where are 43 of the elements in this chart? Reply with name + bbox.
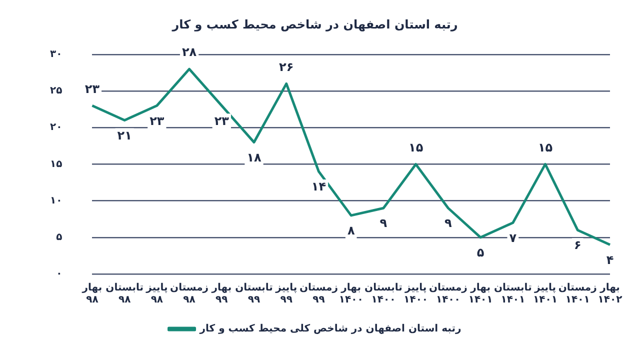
data-label: ۵: [476, 246, 484, 260]
data-label: ۹: [380, 216, 388, 230]
data-label: ۲۶: [279, 60, 294, 74]
x-tick-label: بهار ۱۴۰۰: [338, 282, 364, 306]
x-tick-label: پاییز ۱۴۰۱: [533, 282, 558, 306]
y-tick-label: ۳۰: [50, 48, 62, 60]
data-label: ۶: [574, 238, 582, 252]
data-label: ۲۸: [182, 45, 198, 60]
x-tick-label: بهار ۱۴۰۲: [598, 282, 622, 306]
data-label: ۴: [606, 252, 614, 267]
x-tick-label: زمستان ۹۹: [299, 282, 338, 306]
data-label: ۱۴: [311, 180, 326, 194]
x-tick-label: زمستان ۱۴۰۰: [428, 282, 468, 306]
y-tick-label: ۱۰: [50, 195, 62, 206]
chart-title: رتبه استان اصفهان در شاخص محیط کسب و کار: [171, 17, 458, 32]
x-tick-label: زمستان ۱۴۰۱: [558, 282, 598, 306]
x-tick-label: بهار ۹۸: [81, 282, 102, 306]
x-tick-label: بهار ۱۴۰۱: [468, 282, 493, 306]
x-tick-label: تابستان ۹۸: [106, 282, 144, 306]
data-label: ۱۵: [538, 140, 553, 154]
data-label: ۱۸: [246, 150, 262, 164]
x-tick-label: پاییز ۹۸: [145, 282, 168, 306]
x-tick-label: تابستان ۹۹: [235, 282, 274, 306]
y-tick-label: ۰: [56, 268, 62, 280]
x-tick-label: پاییز ۱۴۰۰: [404, 282, 428, 306]
data-label: ۲۳: [214, 114, 230, 128]
x-tick-label: بهار ۹۹: [210, 282, 232, 306]
data-label: ۲۳: [150, 114, 165, 128]
x-tick-label: تابستان ۱۴۰۱: [494, 282, 532, 306]
y-tick-label: ۲۰: [50, 122, 62, 134]
data-label: ۲۱: [117, 128, 132, 142]
y-tick-label: ۲۵: [50, 86, 62, 97]
data-label: ۲۳: [84, 82, 100, 96]
data-label: ۷: [509, 230, 518, 245]
x-tick-label: پاییز ۹۹: [274, 282, 298, 306]
legend-label: رتبه استان اصفهان در شاخص کلی محیط کسب و کار: [198, 324, 462, 335]
data-label: ۸: [347, 224, 356, 238]
y-tick-label: ۵: [56, 232, 62, 243]
x-tick-label: زمستان ۹۸: [170, 282, 209, 306]
data-label: ۱۵: [408, 140, 424, 154]
data-label: ۹: [444, 216, 453, 230]
y-tick-label: ۱۵: [50, 158, 62, 170]
x-tick-label: تابستان ۱۴۰۰: [364, 282, 403, 306]
